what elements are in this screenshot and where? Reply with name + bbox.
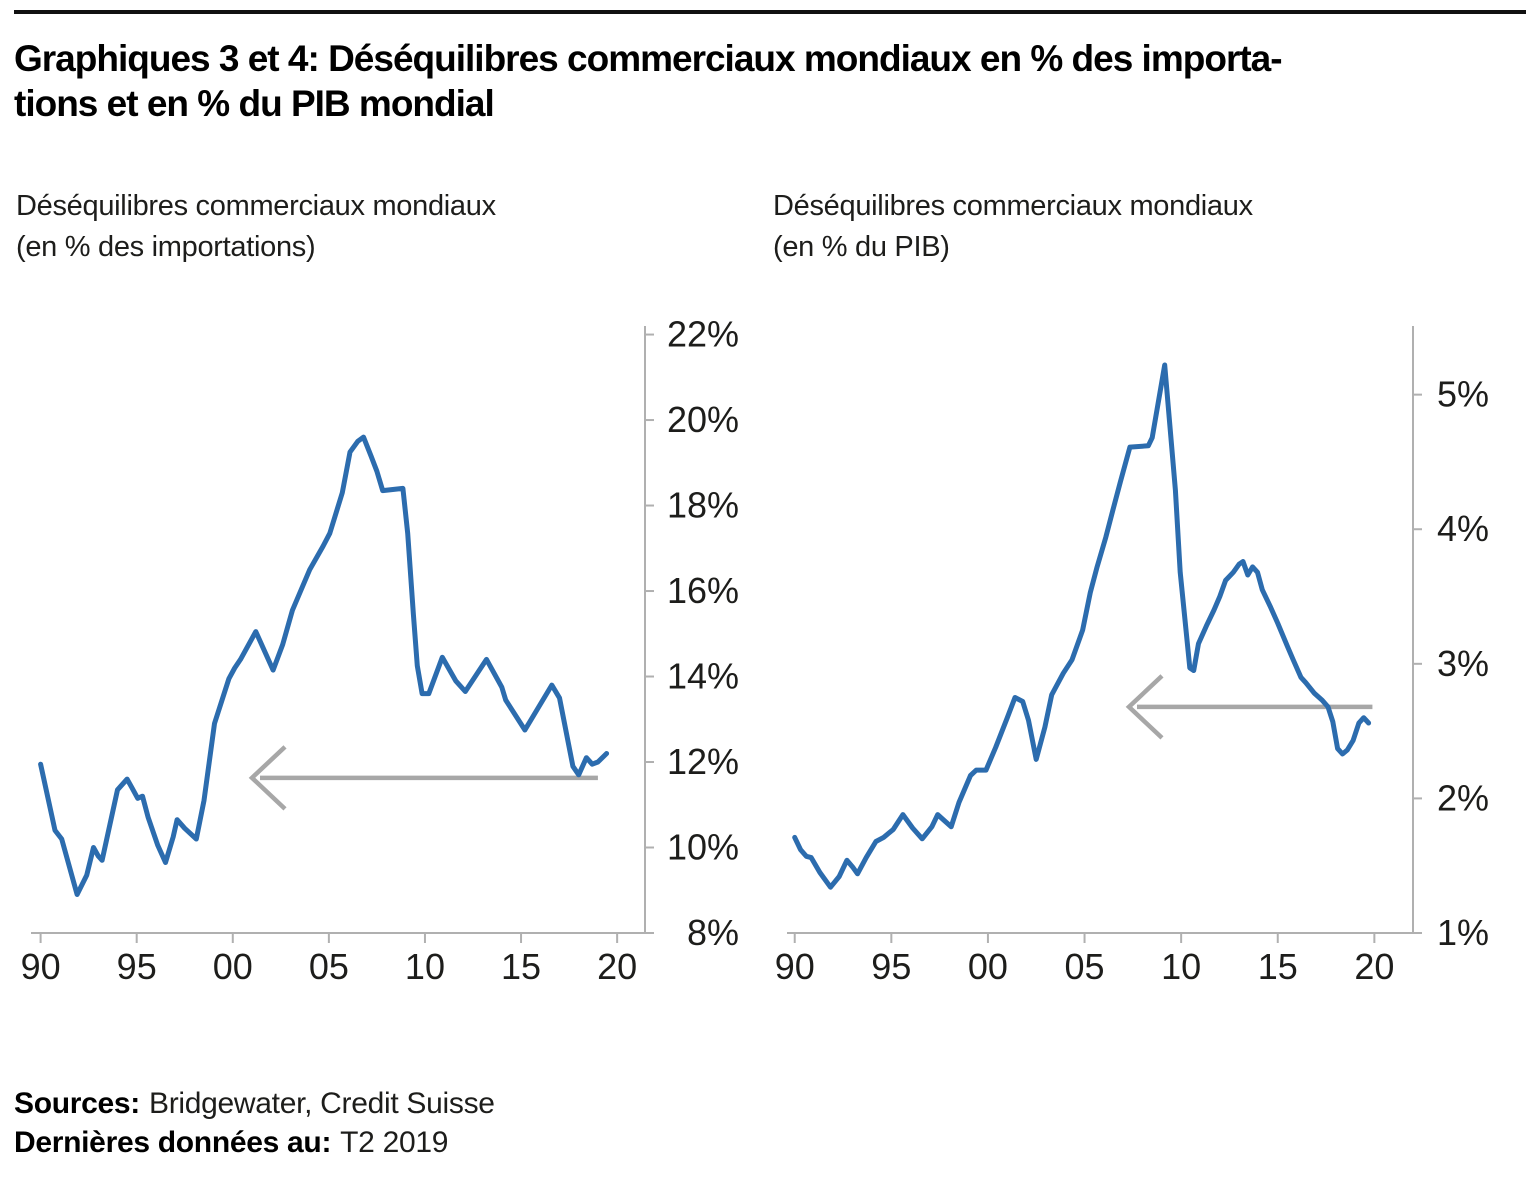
last-data-label: Dernières données au: — [14, 1126, 332, 1159]
footer-sources-line: Sources: Bridgewater, Credit Suisse — [14, 1084, 1014, 1123]
page-footer: Sources: Bridgewater, Credit Suisse Derni… — [14, 1084, 1014, 1162]
x-tick-label: 00 — [213, 946, 253, 987]
page-title-line1: Graphiques 3 et 4: Déséquilibres commerc… — [14, 38, 1283, 79]
series-line — [792, 362, 1372, 890]
page-title: Graphiques 3 et 4: Déséquilibres commerc… — [14, 36, 1526, 126]
x-tick-label: 05 — [309, 946, 349, 987]
page-title-line2: tions et en % du PIB mondial — [14, 83, 495, 124]
y-tick-label: 12% — [667, 741, 739, 782]
y-tick-label: 10% — [667, 827, 739, 868]
series-line — [38, 434, 610, 897]
top-rule-divider — [14, 10, 1526, 14]
x-tick-label: 20 — [597, 946, 637, 987]
y-tick-label: 22% — [667, 314, 739, 355]
y-tick-label: 1% — [1437, 912, 1489, 953]
x-tick-label: 15 — [501, 946, 541, 987]
y-tick-label: 3% — [1437, 643, 1489, 684]
chart-left-subtitle-line2: (en % des importations) — [16, 231, 316, 263]
x-tick-label: 95 — [117, 946, 157, 987]
chart-left-subtitle: Déséquilibres commerciaux mondiaux (en %… — [16, 186, 736, 268]
y-tick-label: 16% — [667, 570, 739, 611]
y-tick-label: 4% — [1437, 508, 1489, 549]
y-tick-label: 18% — [667, 485, 739, 526]
x-tick-label: 95 — [871, 946, 911, 987]
last-data-value: T2 2019 — [340, 1126, 449, 1159]
footer-lastdata-line: Dernières données au: T2 2019 — [14, 1123, 1014, 1162]
x-tick-label: 20 — [1354, 946, 1394, 987]
y-tick-label: 2% — [1437, 777, 1489, 818]
x-tick-label: 15 — [1258, 946, 1298, 987]
x-tick-label: 10 — [405, 946, 445, 987]
y-tick-label: 20% — [667, 399, 739, 440]
chart-left-subtitle-line1: Déséquilibres commerciaux mondiaux — [16, 190, 496, 222]
x-tick-label: 90 — [775, 946, 815, 987]
y-tick-label: 5% — [1437, 374, 1489, 415]
chart-right-subtitle-line1: Déséquilibres commerciaux mondiaux — [773, 190, 1253, 222]
y-tick-label: 8% — [687, 912, 739, 953]
chart-right-subtitle: Déséquilibres commerciaux mondiaux (en %… — [773, 186, 1493, 268]
sources-label: Sources: — [14, 1087, 140, 1120]
x-tick-label: 10 — [1161, 946, 1201, 987]
y-tick-label: 14% — [667, 656, 739, 697]
trend-arrow-head — [248, 745, 287, 811]
sources-value: Bridgewater, Credit Suisse — [148, 1087, 495, 1120]
x-tick-label: 90 — [21, 946, 61, 987]
x-tick-label: 00 — [968, 946, 1008, 987]
trend-arrow-head — [1125, 674, 1164, 740]
x-tick-label: 05 — [1065, 946, 1105, 987]
chart-right-subtitle-line2: (en % du PIB) — [773, 231, 950, 263]
